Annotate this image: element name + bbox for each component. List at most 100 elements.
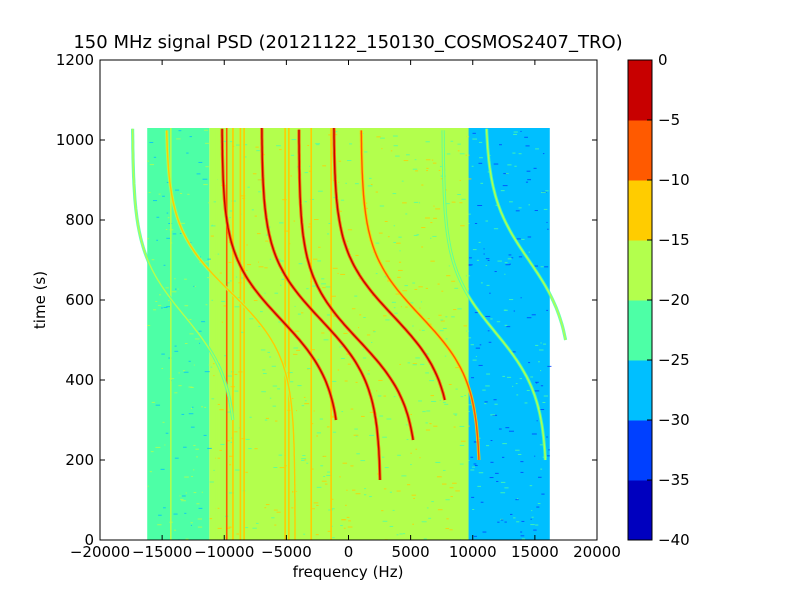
noise-speck bbox=[406, 154, 410, 156]
noise-speck bbox=[215, 457, 221, 459]
noise-speck bbox=[325, 286, 331, 288]
colorbar-axis: −40 −35 −30 −25 −20 −15 −10 −5 0 bbox=[647, 51, 690, 549]
noise-speck bbox=[391, 301, 396, 303]
noise-speck bbox=[505, 173, 509, 175]
noise-speck bbox=[326, 474, 331, 476]
colorbar bbox=[628, 60, 652, 541]
noise-speck bbox=[411, 494, 417, 496]
noise-speck bbox=[520, 531, 523, 533]
noise-speck bbox=[202, 178, 208, 180]
noise-speck bbox=[323, 475, 326, 477]
y-tick-label: 400 bbox=[65, 371, 94, 389]
noise-speck bbox=[397, 269, 403, 271]
noise-speck bbox=[475, 356, 477, 358]
noise-speck bbox=[429, 323, 432, 325]
noise-speck bbox=[399, 533, 403, 535]
noise-speck bbox=[499, 144, 502, 146]
noise-speck bbox=[471, 165, 474, 167]
noise-speck bbox=[249, 318, 254, 320]
noise-speck bbox=[191, 476, 193, 478]
noise-speck bbox=[498, 428, 502, 430]
noise-speck bbox=[167, 217, 170, 219]
noise-speck bbox=[433, 217, 437, 219]
noise-speck bbox=[375, 191, 378, 193]
noise-speck bbox=[431, 501, 434, 503]
noise-speck bbox=[420, 301, 423, 303]
noise-speck bbox=[210, 225, 216, 227]
noise-speck bbox=[454, 287, 459, 289]
noise-speck bbox=[155, 404, 161, 406]
signal-trace-4 bbox=[333, 127, 446, 401]
noise-speck bbox=[207, 447, 212, 449]
noise-speck bbox=[455, 367, 460, 369]
noise-speck bbox=[307, 368, 312, 370]
noise-speck bbox=[503, 309, 507, 311]
colorbar-segment-2 bbox=[628, 360, 652, 421]
noise-speck bbox=[422, 411, 426, 413]
noise-speck bbox=[151, 401, 155, 403]
noise-speck bbox=[497, 260, 502, 262]
noise-speck bbox=[349, 143, 353, 145]
noise-speck bbox=[341, 411, 344, 413]
noise-speck bbox=[190, 426, 195, 428]
noise-speck bbox=[444, 403, 449, 405]
noise-speck bbox=[234, 373, 238, 375]
noise-speck bbox=[509, 201, 513, 203]
noise-speck bbox=[453, 426, 456, 428]
noise-speck bbox=[158, 193, 161, 195]
noise-speck bbox=[235, 469, 240, 471]
noise-speck bbox=[370, 184, 373, 186]
noise-speck bbox=[147, 160, 150, 162]
noise-speck bbox=[457, 143, 461, 145]
noise-speck bbox=[355, 435, 358, 437]
noise-speck bbox=[406, 439, 409, 441]
noise-speck bbox=[445, 203, 450, 205]
noise-speck bbox=[513, 310, 516, 312]
noise-speck bbox=[309, 165, 311, 167]
noise-speck bbox=[502, 443, 507, 445]
noise-speck bbox=[480, 282, 483, 284]
noise-speck bbox=[486, 284, 490, 286]
noise-speck bbox=[442, 469, 446, 471]
noise-speck bbox=[520, 535, 525, 537]
noise-speck bbox=[323, 339, 329, 341]
noise-speck bbox=[201, 406, 203, 408]
noise-speck bbox=[279, 222, 284, 224]
noise-speck bbox=[258, 325, 262, 327]
noise-speck bbox=[510, 513, 513, 515]
noise-speck bbox=[446, 153, 451, 155]
noise-speck bbox=[258, 191, 261, 193]
noise-speck bbox=[513, 517, 516, 519]
noise-speck bbox=[304, 400, 307, 402]
noise-speck bbox=[178, 372, 180, 374]
noise-speck bbox=[433, 205, 435, 207]
noise-speck bbox=[236, 144, 241, 146]
noise-speck bbox=[188, 413, 194, 415]
noise-speck bbox=[207, 258, 211, 260]
noise-speck bbox=[443, 327, 447, 329]
noise-speck bbox=[227, 411, 233, 413]
noise-speck bbox=[243, 156, 247, 158]
noise-speck bbox=[204, 406, 207, 408]
noise-speck bbox=[193, 444, 196, 446]
noise-speck bbox=[265, 234, 270, 236]
noise-speck bbox=[436, 476, 442, 478]
noise-speck bbox=[501, 456, 505, 458]
noise-speck bbox=[341, 519, 347, 521]
background-region-2 bbox=[467, 128, 550, 540]
noise-speck bbox=[520, 471, 524, 473]
noise-speck bbox=[395, 155, 400, 157]
noise-speck bbox=[158, 514, 162, 516]
noise-speck bbox=[459, 179, 461, 181]
noise-speck bbox=[255, 146, 259, 148]
noise-speck bbox=[174, 288, 177, 290]
noise-speck bbox=[221, 321, 223, 323]
noise-speck bbox=[211, 299, 214, 301]
noise-speck bbox=[271, 365, 276, 367]
noise-speck bbox=[445, 499, 450, 501]
noise-speck bbox=[273, 467, 278, 469]
noise-speck bbox=[393, 241, 396, 243]
noise-speck bbox=[245, 471, 248, 473]
noise-speck bbox=[290, 154, 295, 156]
noise-speck bbox=[505, 427, 510, 429]
